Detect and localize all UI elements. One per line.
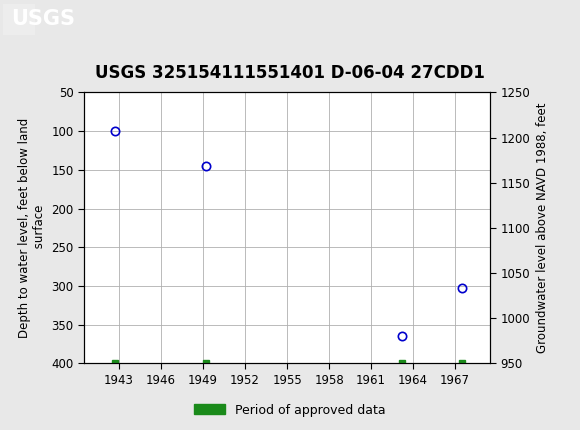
Legend: Period of approved data: Period of approved data <box>189 399 391 421</box>
Y-axis label: Depth to water level, feet below land
 surface: Depth to water level, feet below land su… <box>18 118 46 338</box>
Text: USGS 325154111551401 D-06-04 27CDD1: USGS 325154111551401 D-06-04 27CDD1 <box>95 64 485 83</box>
FancyBboxPatch shape <box>3 4 35 35</box>
Y-axis label: Groundwater level above NAVD 1988, feet: Groundwater level above NAVD 1988, feet <box>536 103 549 353</box>
Text: USGS: USGS <box>12 9 75 29</box>
